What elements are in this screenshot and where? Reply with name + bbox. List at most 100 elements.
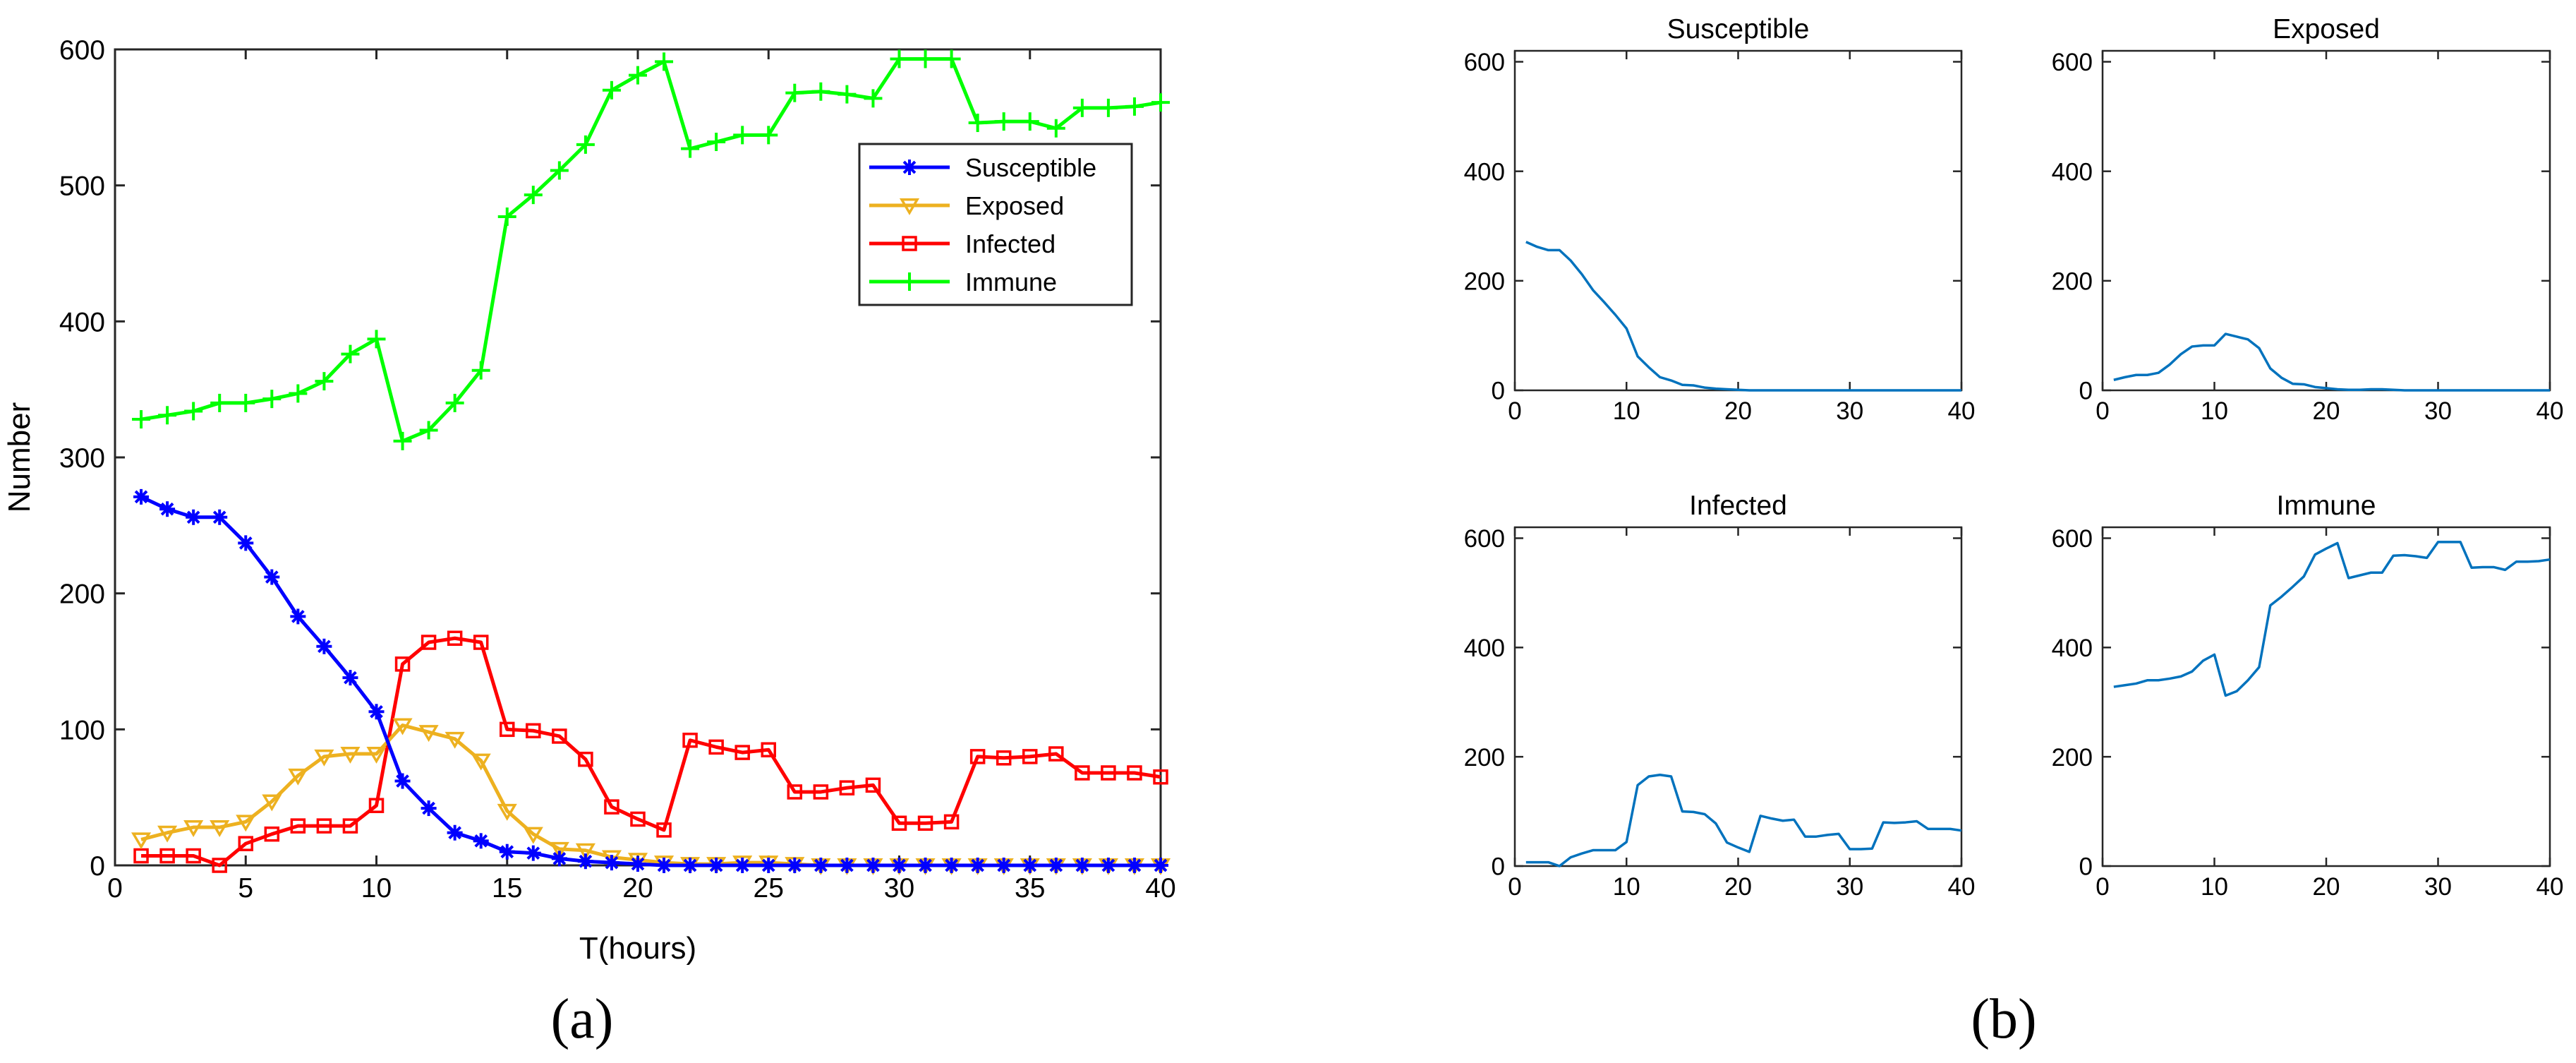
point-immune: [471, 361, 490, 380]
point-infected: [604, 799, 619, 815]
point-exposed: [366, 747, 387, 764]
point-infected: [734, 745, 750, 760]
point-infected: [656, 822, 672, 838]
point-immune: [602, 80, 621, 100]
point-immune: [759, 126, 778, 145]
point-susceptible: [342, 670, 358, 686]
series-line-immune: [140, 56, 1161, 443]
point-susceptible-stroke: [500, 845, 514, 859]
legend-marker-stroke: [902, 160, 917, 174]
x-tick-label: 25: [754, 873, 784, 903]
x-tick-label: 30: [2424, 397, 2452, 425]
y-tick-label: 600: [1464, 49, 1505, 76]
plot-frame: [1513, 49, 1963, 392]
point-infected: [682, 732, 698, 748]
point-immune: [419, 421, 438, 440]
point-susceptible: [1048, 858, 1064, 873]
point-susceptible-stroke: [605, 855, 619, 870]
point-susceptible: [551, 851, 567, 867]
point-susceptible: [1074, 858, 1090, 873]
subplot-title: Susceptible: [1667, 14, 1810, 44]
point-exposed: [288, 768, 308, 786]
series-line-susceptible: [140, 495, 1161, 867]
y-tick-label: 400: [1464, 635, 1505, 662]
point-infected: [1127, 765, 1142, 781]
x-tick-label: 20: [622, 873, 653, 903]
point-susceptible-stroke: [919, 858, 932, 872]
point-infected: [159, 848, 175, 864]
point-immune: [1125, 97, 1144, 116]
point-susceptible: [761, 858, 777, 873]
point-susceptible: [813, 858, 829, 873]
x-tick-label: 0: [2096, 397, 2109, 425]
point-susceptible-stroke: [1101, 858, 1115, 872]
x-tick-label: 5: [238, 873, 253, 903]
point-infected: [865, 777, 881, 793]
point-immune: [341, 344, 360, 364]
point-susceptible: [368, 704, 385, 720]
point-susceptible-stroke: [1075, 858, 1089, 872]
x-tick-label: 0: [1508, 397, 1521, 425]
point-susceptible-stroke: [735, 858, 749, 872]
point-infected: [290, 818, 306, 834]
point-susceptible: [499, 843, 515, 860]
point-infected: [552, 728, 567, 744]
point-susceptible-stroke: [814, 858, 828, 872]
point-susceptible: [682, 858, 699, 873]
point-immune: [132, 410, 151, 429]
series-line-exposed: [2113, 332, 2550, 392]
x-tick-label: 30: [1836, 873, 1863, 901]
point-immune: [733, 126, 752, 145]
x-tick-label: 20: [1724, 397, 1752, 425]
point-immune: [1072, 98, 1092, 117]
point-susceptible-stroke: [265, 570, 279, 584]
y-tick-label: 600: [2052, 525, 2093, 553]
point-immune: [837, 85, 857, 104]
point-infected: [1022, 749, 1038, 764]
point-susceptible-stroke: [134, 490, 148, 504]
point-exposed: [549, 841, 569, 859]
point-susceptible-stroke: [370, 704, 383, 719]
point-susceptible-stroke: [291, 610, 305, 623]
point-susceptible-stroke: [761, 858, 775, 872]
point-infected: [708, 739, 724, 755]
point-exposed: [575, 843, 595, 860]
plot-frame: [2101, 526, 2551, 867]
legend-entry-infected: Infected: [869, 229, 1056, 258]
point-immune: [262, 390, 282, 409]
point-susceptible-stroke: [186, 510, 200, 524]
point-immune: [236, 393, 255, 412]
point-immune: [1099, 98, 1118, 117]
point-infected: [1101, 765, 1116, 781]
point-infected: [394, 656, 411, 672]
point-exposed: [471, 753, 491, 771]
y-tick-label: 400: [1464, 158, 1505, 186]
point-susceptible: [787, 858, 803, 873]
point-exposed: [418, 725, 439, 743]
point-susceptible-stroke: [971, 858, 984, 872]
point-susceptible: [290, 608, 306, 625]
point-susceptible: [159, 501, 176, 517]
point-susceptible: [839, 858, 855, 873]
legend-entry-exposed: Exposed: [869, 191, 1064, 220]
point-susceptible-stroke: [474, 834, 488, 848]
point-susceptible: [186, 509, 202, 525]
x-tick-label: 40: [1948, 873, 1976, 901]
point-immune: [916, 49, 935, 68]
series-line-susceptible: [1525, 241, 1961, 392]
point-immune: [315, 372, 334, 391]
y-tick-label: 0: [2079, 853, 2093, 881]
y-tick-label: 0: [1492, 853, 1505, 881]
point-susceptible: [1126, 858, 1142, 873]
point-immune: [367, 330, 386, 349]
point-infected: [996, 750, 1012, 766]
legend-marker: [902, 236, 917, 251]
plot-frame: [2101, 49, 2551, 392]
point-susceptible-stroke: [709, 858, 723, 872]
point-infected: [447, 630, 463, 646]
y-tick-label: 200: [1464, 268, 1505, 295]
point-susceptible-stroke: [238, 536, 253, 550]
y-tick-label: 100: [59, 715, 105, 745]
